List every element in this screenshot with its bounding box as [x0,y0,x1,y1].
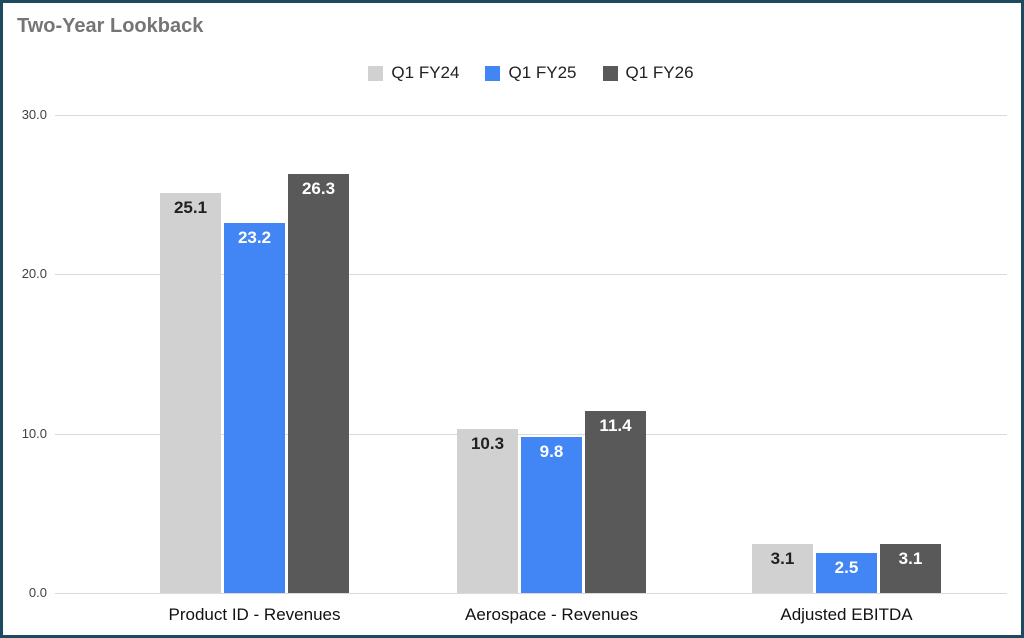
gridline [55,115,1007,116]
bar-value-label: 26.3 [301,179,336,198]
bar-value-label: 11.4 [599,416,632,435]
legend-swatch-icon [485,65,501,81]
bar-value-label: 9.8 [539,442,564,461]
bar-value-label: 25.1 [173,198,208,217]
bar-group: 3.1 2.5 3.1 [752,544,941,593]
bar-value-label: 10.3 [470,434,505,453]
bar-value-label: 2.5 [834,558,859,577]
gridline [55,433,1007,435]
bar-q1-fy25: 2.5 [816,553,877,593]
chart-legend: Q1 FY24 Q1 FY25 Q1 FY26 [55,63,1007,83]
bar-q1-fy26: 3.1 [880,544,941,593]
bar-q1-fy24: 3.1 [752,544,813,593]
y-axis: 30.0 20.0 10.0 0.0 [3,107,47,600]
legend-swatch-icon [368,65,384,81]
legend-label: Q1 FY26 [625,63,694,82]
bar-q1-fy25: 23.2 [224,223,285,593]
bar-q1-fy26: 26.3 [288,174,349,593]
x-axis-label: Product ID - Revenues [168,605,341,624]
plot-area: 25.1 23.2 26.3 Product ID - Revenues 10.3 9.8… [55,115,1007,624]
x-axis-label: Adjusted EBITDA [780,605,913,624]
y-axis-tick-label: 20.0 [21,266,47,282]
gridline [55,593,1007,594]
x-axis-label: Aerospace - Revenues [465,605,638,624]
bar-value-label: 3.1 [898,549,923,568]
legend-swatch-icon [602,65,618,81]
y-axis-tick-label: 30.0 [21,107,47,122]
bar-value-label: 3.1 [770,549,795,568]
bar-value-label: 23.2 [237,228,272,247]
chart-title: Two-Year Lookback [17,15,204,37]
bar-q1-fy24: 10.3 [457,429,518,593]
bar-q1-fy24: 25.1 [160,193,221,593]
bar-q1-fy26: 11.4 [585,411,646,593]
bar-group: 10.3 9.8 11.4 [457,411,646,593]
legend-label: Q1 FY24 [391,63,460,82]
y-axis-tick-label: 0.0 [28,585,47,600]
y-axis-tick-label: 10.0 [21,425,47,441]
gridline [55,274,1007,276]
legend-label: Q1 FY25 [508,63,577,82]
bar-group: 25.1 23.2 26.3 [160,174,349,593]
legend-item-q1-fy26[interactable]: Q1 FY26 [602,63,694,83]
legend-item-q1-fy24[interactable]: Q1 FY24 [368,63,459,83]
legend-item-q1-fy25[interactable]: Q1 FY25 [485,63,577,83]
bar-q1-fy25: 9.8 [521,437,582,593]
